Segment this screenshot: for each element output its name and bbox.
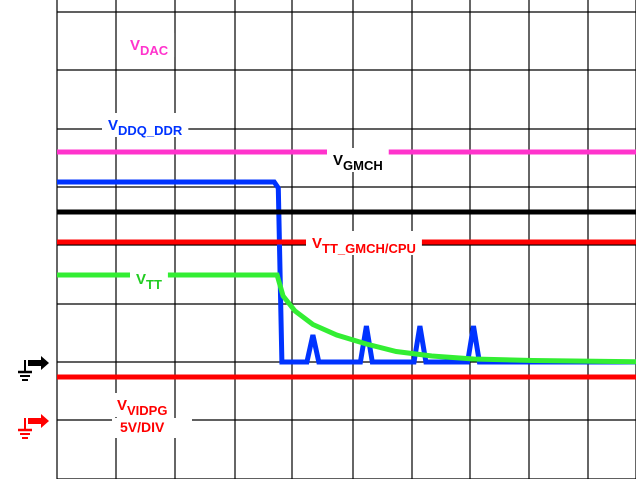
series-label-ddq-ddr: VDDQ_DDR bbox=[108, 117, 183, 138]
traces bbox=[57, 149, 636, 380]
label-box bbox=[124, 33, 175, 57]
label-box bbox=[130, 267, 168, 291]
ground-markers bbox=[18, 356, 49, 439]
label-box bbox=[327, 148, 389, 172]
trace-ddq-ddr bbox=[57, 179, 636, 365]
series-label-tt: VTT bbox=[136, 271, 162, 292]
labels: VDAC VDDQ_DDR VGMCH VTT_GMCH/CPU VTT VVIDPG5V… bbox=[102, 33, 422, 438]
scale-label-box bbox=[112, 418, 192, 438]
trace-tt bbox=[57, 272, 636, 365]
scale-label: 5V/DIV bbox=[120, 419, 165, 435]
series-label-gmch: VGMCH bbox=[333, 152, 383, 173]
label-box bbox=[102, 113, 189, 137]
ground-icon bbox=[18, 356, 49, 381]
series-label-tt-gmch-cpu: VTT_GMCH/CPU bbox=[312, 235, 416, 256]
series-label-vidpg: VVIDPG bbox=[117, 397, 167, 418]
label-box bbox=[306, 231, 422, 255]
ground-icon-red bbox=[18, 414, 49, 439]
label-box bbox=[111, 393, 174, 417]
series-label-dac: VDAC bbox=[130, 37, 169, 58]
